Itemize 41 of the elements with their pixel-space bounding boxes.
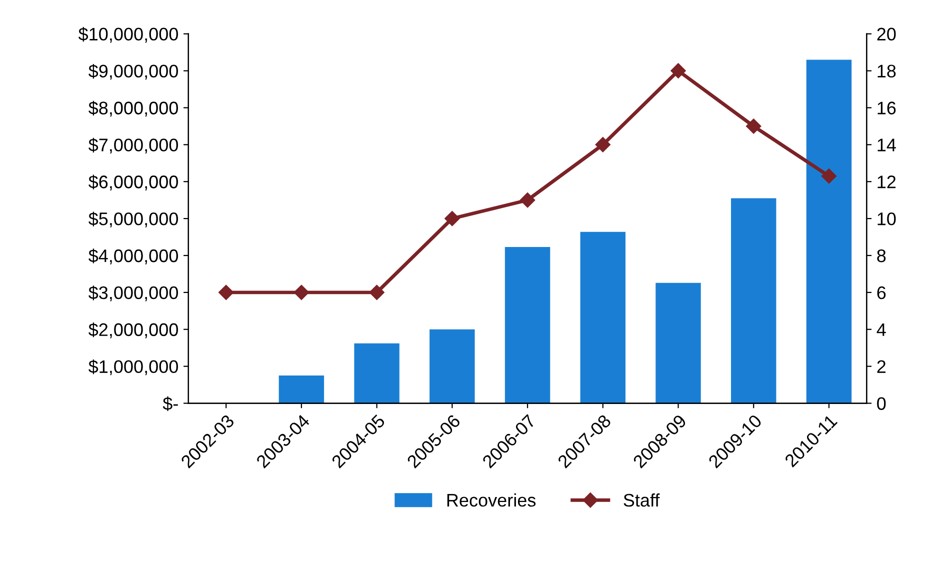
y2-tick-label: 8 (877, 249, 886, 262)
y-tick-label: $5,000,000 (88, 212, 178, 228)
y-tick-label: $1,000,000 (88, 359, 178, 376)
y-tick-label: $10,000,000 (78, 27, 178, 43)
y2-tick-label: 2 (877, 360, 886, 373)
y-tick-label: $3,000,000 (88, 286, 178, 302)
y-tick-label: $4,000,000 (88, 248, 178, 264)
bar (730, 198, 776, 404)
bar (354, 343, 400, 404)
point (520, 192, 536, 208)
bar (430, 329, 475, 404)
y-tick-label: $9,000,000 (88, 64, 178, 80)
y-tick-label: $7,000,000 (88, 138, 178, 154)
point (595, 137, 610, 152)
y2-tick-label: 0 (877, 397, 886, 410)
bar (278, 376, 324, 404)
point (670, 63, 686, 78)
y-tick-label: $8,000,000 (88, 100, 178, 117)
bar (580, 232, 626, 404)
y-tick-label: $6,000,000 (88, 174, 178, 190)
point (369, 284, 384, 300)
y-tick-label: $2,000,000 (88, 322, 178, 338)
y2-tick-label: 16 (878, 102, 896, 114)
point (821, 168, 837, 184)
y2-tick-label: 12 (878, 176, 896, 188)
bar (656, 282, 701, 404)
point (294, 284, 310, 300)
point (746, 118, 762, 134)
y2-tick-label: 18 (878, 64, 896, 78)
y2-tick-label: 14 (878, 138, 896, 152)
point (444, 210, 460, 226)
y2-tick-label: 20 (877, 28, 896, 41)
y2-tick-label: 6 (877, 286, 886, 300)
y2-tick-label: 4 (876, 323, 886, 336)
y-tick-label: $- (162, 396, 178, 412)
legend-label: Staff (624, 493, 660, 507)
y2-tick-label: 10 (878, 212, 896, 226)
bar (806, 60, 852, 404)
point (218, 284, 234, 300)
legend-label: Recoveries (447, 493, 536, 507)
bar (504, 246, 550, 404)
